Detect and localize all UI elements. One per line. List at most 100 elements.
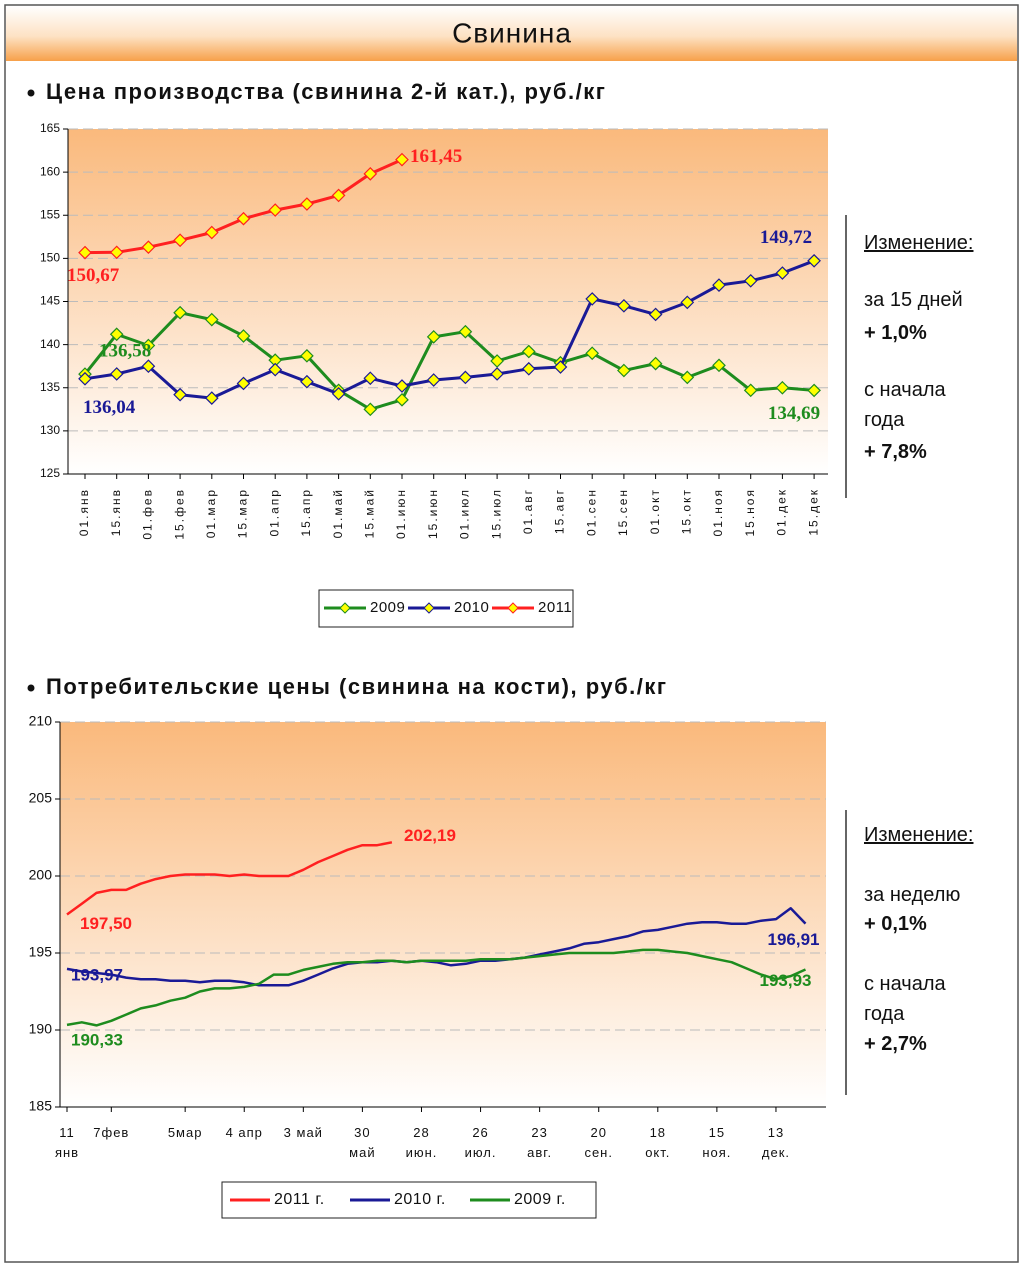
y-tick-label: 205 xyxy=(29,790,53,806)
x-tick-label: 28 июн. xyxy=(405,1125,438,1160)
data-point xyxy=(680,370,695,385)
x-tick-label: 30 май xyxy=(349,1125,376,1160)
data-label: 193,93 xyxy=(760,971,812,990)
y-tick-label: 145 xyxy=(40,294,60,308)
x-tick-label: 15.ноя xyxy=(743,488,757,536)
bullet xyxy=(27,89,35,97)
x-tick-label: 01.янв xyxy=(77,488,91,536)
data-point xyxy=(458,324,473,339)
page-title: Свинина xyxy=(452,17,572,48)
data-point xyxy=(236,211,251,226)
data-point xyxy=(173,233,187,248)
x-tick-label: 15.апр xyxy=(299,488,313,537)
x-tick-label: 15.авг xyxy=(553,488,567,534)
data-point xyxy=(300,197,314,211)
x-tick-label: 01.июл xyxy=(458,488,472,539)
data-label: 161,45 xyxy=(410,146,462,167)
data-point xyxy=(490,354,504,368)
data-point xyxy=(585,346,600,361)
x-tick-label: 20 сен. xyxy=(584,1125,613,1160)
series-line xyxy=(66,907,807,987)
header-band xyxy=(6,6,1017,61)
x-tick-label: 7фев xyxy=(93,1125,130,1140)
data-point xyxy=(807,383,821,398)
legend-marker xyxy=(339,602,351,614)
data-point xyxy=(680,295,695,310)
legend-marker xyxy=(507,602,519,614)
y-tick-label: 130 xyxy=(40,423,60,437)
data-label: 150,67 xyxy=(67,265,120,286)
bullet xyxy=(27,684,35,692)
x-tick-label: 23 авг. xyxy=(527,1125,553,1160)
data-point xyxy=(78,245,92,260)
chart-title: Цена производства (свинина 2-й кат.), ру… xyxy=(46,79,606,104)
legend-label: 2010 xyxy=(454,599,489,616)
data-point xyxy=(363,402,378,417)
legend-marker xyxy=(423,602,435,614)
data-point xyxy=(458,370,473,385)
legend-label: 2011 г. xyxy=(274,1191,325,1208)
data-label: 136,04 xyxy=(83,397,136,418)
x-tick-label: 01.дек xyxy=(775,488,789,536)
data-point xyxy=(585,292,600,306)
y-tick-label: 185 xyxy=(29,1098,53,1114)
data-point xyxy=(521,344,536,359)
data-point xyxy=(712,278,726,292)
series-line xyxy=(66,948,807,1027)
series-line xyxy=(66,841,393,916)
x-tick-label: 15.окт xyxy=(679,488,693,534)
x-tick-label: 15.май xyxy=(362,488,376,538)
note-change: + 0,1% xyxy=(864,913,927,935)
x-tick-label: 15.июл xyxy=(489,488,503,539)
data-label: 134,69 xyxy=(768,403,820,424)
note-change: + 1,0% xyxy=(864,322,927,344)
x-tick-label: 15.сен xyxy=(616,488,630,536)
data-point xyxy=(490,367,504,381)
note-ytd: с начала года xyxy=(864,379,946,431)
data-label: 190,33 xyxy=(71,1030,123,1049)
data-point xyxy=(553,360,568,374)
legend-label: 2009 г. xyxy=(514,1191,566,1208)
data-point xyxy=(109,245,124,260)
x-tick-label: 01.сен xyxy=(584,488,598,536)
note-period: за 15 дней xyxy=(864,289,963,311)
data-point xyxy=(617,298,631,313)
data-point xyxy=(109,327,124,342)
data-point xyxy=(395,152,409,167)
y-tick-label: 150 xyxy=(40,251,60,265)
data-point xyxy=(300,348,314,363)
data-point xyxy=(775,266,790,280)
y-tick-label: 160 xyxy=(40,164,60,178)
data-point xyxy=(268,203,283,217)
x-tick-label: 01.фев xyxy=(141,488,155,540)
x-tick-label: 18 окт. xyxy=(645,1125,671,1160)
x-tick-label: 15.янв xyxy=(109,488,123,536)
x-tick-label: 15 ноя. xyxy=(702,1125,732,1160)
data-label: 202,19 xyxy=(404,826,456,845)
data-point xyxy=(141,240,156,255)
x-tick-label: 01.июн xyxy=(394,488,408,539)
data-point xyxy=(426,373,441,387)
plot-area xyxy=(60,722,826,1107)
data-point xyxy=(743,273,758,288)
data-point xyxy=(141,338,156,353)
data-point xyxy=(617,363,631,378)
data-point xyxy=(743,383,758,398)
data-point xyxy=(775,380,790,395)
y-tick-label: 135 xyxy=(40,380,60,394)
data-point xyxy=(363,371,378,386)
note-change: + 2,7% xyxy=(864,1033,927,1055)
data-point xyxy=(173,387,187,402)
x-tick-label: 01.май xyxy=(331,488,345,538)
x-tick-label: 26 июл. xyxy=(464,1125,497,1160)
data-label: 193,97 xyxy=(71,965,123,984)
x-tick-label: 15.июн xyxy=(426,488,440,539)
data-point xyxy=(807,253,821,268)
data-point xyxy=(712,358,726,373)
data-point xyxy=(648,356,663,371)
data-point xyxy=(78,371,92,386)
y-tick-label: 165 xyxy=(40,121,60,135)
note-change: + 7,8% xyxy=(864,441,927,463)
